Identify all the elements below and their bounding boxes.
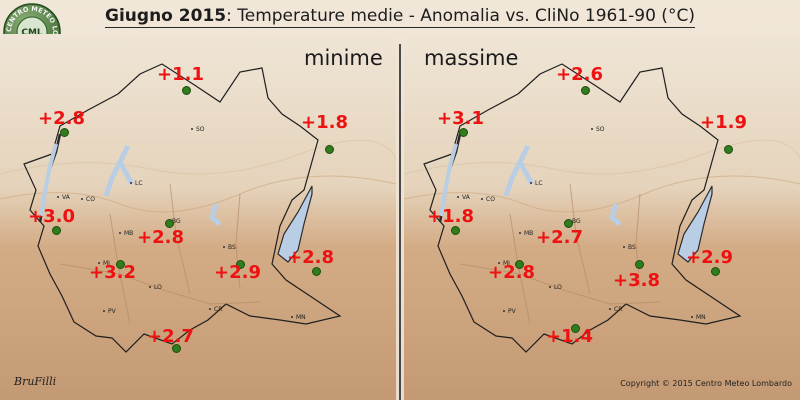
city-label: CO	[481, 196, 495, 203]
panel-label-massime: massime	[424, 46, 519, 70]
anomaly-value: +2.9	[214, 262, 261, 283]
anomaly-value: +3.8	[613, 270, 660, 291]
station-dot	[116, 260, 125, 269]
anomaly-value: +3.0	[28, 206, 75, 227]
city-label: BS	[623, 244, 636, 251]
city-label: MB	[118, 230, 134, 237]
station-dot	[312, 267, 321, 276]
anomaly-value: +2.8	[488, 262, 535, 283]
anomaly-value: +2.7	[536, 227, 583, 248]
anomaly-value: +2.8	[287, 247, 334, 268]
province-border	[569, 183, 591, 295]
province-border	[459, 263, 661, 305]
relief-line	[404, 139, 800, 175]
city-label: BS	[223, 244, 236, 251]
city-label: SO	[191, 126, 205, 133]
terrain-background	[0, 34, 396, 400]
lake-garda	[677, 185, 713, 263]
lombardy-border	[23, 63, 342, 353]
station-dot	[635, 260, 644, 269]
title-month: Giugno 2015	[105, 6, 227, 26]
station-dot	[52, 226, 61, 235]
title-description: : Temperature medie - Anomalia vs. CliNo…	[226, 6, 695, 26]
station-dot	[60, 128, 69, 137]
city-label: MI	[498, 260, 510, 267]
anomaly-value: +3.2	[89, 262, 136, 283]
anomaly-value: +2.8	[137, 227, 184, 248]
station-dot	[581, 86, 590, 95]
province-border	[635, 193, 641, 290]
lake-maggiore	[439, 143, 458, 217]
station-dot	[325, 145, 334, 154]
province-border	[235, 193, 241, 290]
province-border	[169, 183, 191, 295]
panel-divider	[399, 44, 401, 400]
terrain-background	[404, 34, 800, 400]
city-label: CR	[208, 306, 223, 313]
panel-massime: massime SO LC CO VA BG MB BS MI LO PV CR…	[404, 34, 800, 400]
copyright-notice: Copyright © 2015 Centro Meteo Lombardo	[620, 379, 792, 388]
title-bar: Giugno 2015: Temperature medie - Anomali…	[0, 0, 800, 34]
lake-como	[103, 144, 135, 197]
lake-como	[503, 144, 535, 197]
city-label: CR	[608, 306, 623, 313]
city-label: VA	[57, 194, 70, 201]
anomaly-value: +1.4	[546, 326, 593, 347]
author-signature: BruFilli	[14, 375, 57, 388]
city-label: SO	[591, 126, 605, 133]
city-label: PV	[103, 308, 116, 315]
province-border	[59, 263, 261, 305]
relief-line	[0, 139, 396, 175]
station-dot	[236, 260, 245, 269]
station-dot	[515, 260, 524, 269]
panel-minime: minime SO LC CO VA BG MB BS MI LO PV CR …	[0, 34, 396, 400]
city-label: LC	[530, 180, 543, 187]
lake-iseo	[609, 203, 622, 226]
logo-center-text: CML	[21, 28, 43, 38]
city-label: LO	[549, 284, 562, 291]
city-label: MN	[291, 314, 306, 321]
city-label: LO	[149, 284, 162, 291]
lake-iseo	[209, 203, 222, 226]
lake-maggiore	[39, 143, 58, 217]
panel-label-minime: minime	[304, 46, 383, 70]
station-dot	[564, 219, 573, 228]
station-dot	[451, 226, 460, 235]
lombardy-map-minime	[0, 34, 396, 400]
lombardy-map-massime	[404, 34, 800, 400]
anomaly-value: +3.1	[437, 108, 484, 129]
city-label: MB	[518, 230, 534, 237]
city-label: VA	[457, 194, 470, 201]
anomaly-value: +1.8	[427, 206, 474, 227]
station-dot	[182, 86, 191, 95]
lake-garda	[277, 185, 313, 263]
anomaly-value: +1.8	[301, 112, 348, 133]
city-label: PV	[503, 308, 516, 315]
station-dot	[165, 219, 174, 228]
anomaly-value: +2.6	[556, 64, 603, 85]
anomaly-value: +2.7	[147, 326, 194, 347]
relief-line	[0, 175, 396, 213]
station-dot	[172, 344, 181, 353]
page-title: Giugno 2015: Temperature medie - Anomali…	[105, 6, 695, 28]
anomaly-value: +2.8	[38, 108, 85, 129]
anomaly-value: +1.1	[157, 64, 204, 85]
station-dot	[724, 145, 733, 154]
station-dot	[711, 267, 720, 276]
station-dot	[571, 324, 580, 333]
city-label: LC	[130, 180, 143, 187]
lombardy-border	[423, 63, 742, 353]
anomaly-value: +1.9	[700, 112, 747, 133]
city-label: BG	[567, 218, 581, 225]
city-label: MN	[691, 314, 706, 321]
anomaly-value: +2.9	[686, 247, 733, 268]
relief-line	[404, 175, 800, 213]
city-label: MI	[98, 260, 110, 267]
station-dot	[459, 128, 468, 137]
city-label: CO	[81, 196, 95, 203]
